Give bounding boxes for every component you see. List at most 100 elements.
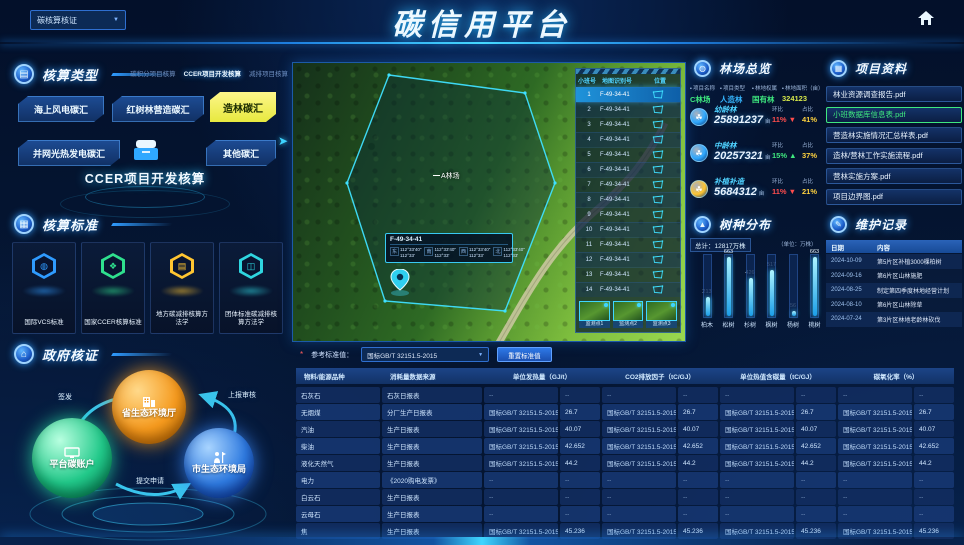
standard-select[interactable]: 国标GB/T 32151.5-2015 ▼ xyxy=(361,347,490,362)
docs-title: 项目资料 xyxy=(855,62,908,76)
value-cell: 26.7 xyxy=(678,404,718,420)
empty-value: -- xyxy=(725,510,730,518)
type-button[interactable]: 造林碳汇 xyxy=(210,92,276,122)
standard-dropdown-cell: -- xyxy=(838,387,912,403)
empty-value: -- xyxy=(725,391,730,399)
plot-list-row[interactable]: 14 F-49-34-41 xyxy=(576,282,680,297)
camera-thumb[interactable]: 监测点3 xyxy=(646,301,678,328)
standard-dropdown-cell[interactable]: 国标GB/T 32151.5-2015... xyxy=(484,421,558,437)
coord-value: 112°33'40" 112°33' xyxy=(469,247,490,259)
standard-dropdown-cell[interactable]: 国标GB/T 32151.5-2015...▼ xyxy=(838,404,912,420)
empty-value: -- xyxy=(607,510,612,518)
standard-dropdown-cell[interactable]: 国标GB/T 32151.5-2015... xyxy=(720,455,794,471)
maintenance-text: 第6片区山林除草 xyxy=(877,303,923,310)
standard-text: 国标GB/T 32151.5-2015... xyxy=(725,461,794,468)
meta-value: C林场 xyxy=(690,95,711,104)
standard-dropdown-cell[interactable]: 国标GB/T 32151.5-2015... xyxy=(602,523,676,539)
pdf-file-item[interactable]: 林业资源调查报告.pdf xyxy=(826,86,962,102)
page-title: 碳信用平台 xyxy=(392,9,572,42)
coord-dir: 南 xyxy=(424,247,434,256)
module-select[interactable]: 碳核算核证 ▼ xyxy=(30,10,126,30)
value-text: 26.7 xyxy=(801,408,814,416)
standard-card[interactable]: ◫ 团体标准碳减排核算方法学 xyxy=(219,242,283,334)
plot-list-row[interactable]: 4 F-49-34-41 xyxy=(576,132,680,147)
meta-value: 人造林 xyxy=(720,95,743,104)
value-cell: 45.236 xyxy=(560,523,600,539)
types-tab[interactable]: 碳积分项目核算 xyxy=(130,71,176,78)
polygon-icon xyxy=(652,239,680,251)
plot-list-row[interactable]: 13 F-49-34-41 xyxy=(576,267,680,282)
type-button[interactable]: 红树林营造碳汇 xyxy=(112,96,204,122)
coord-line: 112°33' xyxy=(468,252,484,258)
empty-value: -- xyxy=(607,476,612,484)
plot-list-row[interactable]: 7 F-49-34-41 xyxy=(576,177,680,192)
pdf-file-item[interactable]: 营林实施方案.pdf xyxy=(826,168,962,184)
standard-dropdown-cell[interactable]: 国标GB/T 32151.5-2015... xyxy=(484,455,558,471)
plot-number: 5 xyxy=(587,152,591,158)
plot-list-row[interactable]: 5 F-49-34-41 xyxy=(576,147,680,162)
plot-list-row[interactable]: 6 F-49-34-41 xyxy=(576,162,680,177)
table-row: 石灰石 石灰日报表 -- -- -- -- -- -- -- -- xyxy=(296,387,954,403)
standard-dropdown-cell[interactable]: 国标GB/T 32151.5-2015... xyxy=(602,455,676,471)
standard-dropdown-cell[interactable]: 国标GB/T 32151.5-2015... xyxy=(838,421,912,437)
standard-dropdown-cell[interactable]: 国标GB/T 32151.5-2015... xyxy=(720,438,794,454)
plot-list-row[interactable]: 10 F-49-34-41 xyxy=(576,222,680,237)
plot-list-row[interactable]: 8 F-49-34-41 xyxy=(576,192,680,207)
standard-dropdown-cell[interactable]: 国标GB/T 32151.5-2015... xyxy=(838,455,912,471)
value-cell: -- xyxy=(914,387,954,403)
stat-label: 补植补造 xyxy=(714,177,744,186)
standard-dropdown-cell[interactable]: 国标GB/T 32151.5-2015... xyxy=(838,523,912,539)
forest-map[interactable]: A林场 F-49-34-41 东 112°33'40" 112°33' 南 112°33… xyxy=(292,62,686,342)
gov-node-platform[interactable]: 平台碳账户 xyxy=(32,418,112,498)
plot-list-row[interactable]: 2 F-49-34-41 xyxy=(576,102,680,117)
pdf-file-item[interactable]: 营造林实施情况汇总样表.pdf xyxy=(826,127,962,143)
header-deco xyxy=(111,222,173,226)
value-cell: 45.236 xyxy=(678,523,718,539)
value-cell: -- xyxy=(678,506,718,522)
bar-track xyxy=(702,254,712,318)
gov-node-city[interactable]: 市生态环境局 xyxy=(184,428,254,498)
camera-thumb-label: 监测点2 xyxy=(612,321,644,328)
plot-list-row[interactable]: 12 F-49-34-41 xyxy=(576,252,680,267)
home-button[interactable] xyxy=(914,8,938,28)
plot-list-row[interactable]: 9 F-49-34-41 xyxy=(576,207,680,222)
standard-dropdown-cell[interactable]: 国标GB/T 32151.5-2015... xyxy=(838,438,912,454)
plot-list-row[interactable]: 3 F-49-34-41 xyxy=(576,117,680,132)
camera-thumb[interactable]: 监测点1 xyxy=(579,301,610,328)
types-tab[interactable]: 减排项目核算 xyxy=(249,71,288,78)
share-label: 占比 xyxy=(802,143,814,149)
plot-polygon xyxy=(346,74,556,312)
plot-list-row[interactable]: 1 F-49-34-41 xyxy=(576,87,680,102)
ccer-hub-label[interactable]: CCER项目开发核算 xyxy=(84,172,206,186)
types-tab[interactable]: CCER项目开发核算 xyxy=(183,71,241,78)
gov-node-province[interactable]: 省生态环境厅 xyxy=(112,370,186,444)
empty-value: -- xyxy=(919,391,924,399)
standard-dropdown-cell[interactable]: 国标GB/T 32151.5-2015...▼ xyxy=(602,404,676,420)
standard-dropdown-cell[interactable]: 国标GB/T 32151.5-2015... xyxy=(720,421,794,437)
standard-dropdown-cell[interactable]: 国标GB/T 32151.5-2015... xyxy=(602,438,676,454)
plot-list-header: 小班号 地图识别号 位置 xyxy=(576,74,680,87)
type-button[interactable]: 并网光热发电碳汇 xyxy=(18,140,120,166)
standard-dropdown-cell[interactable]: 国标GB/T 32151.5-2015... xyxy=(720,523,794,539)
type-button[interactable]: 其他碳汇 xyxy=(206,140,276,166)
reset-standard-button[interactable]: 重置标准值 xyxy=(497,347,552,362)
pdf-file-item[interactable]: 造林/营林工作实施流程.pdf xyxy=(826,147,962,164)
species-panel-header: ▲ 树种分布 xyxy=(694,216,771,233)
camera-thumb[interactable]: 监测点2 xyxy=(612,301,644,328)
standard-dropdown-cell[interactable]: 国标GB/T 32151.5-2015...▼ xyxy=(484,404,558,420)
standard-dropdown-cell[interactable]: 国标GB/T 32151.5-2015... xyxy=(484,523,558,539)
standard-text: 国标GB/T 32151.5-2015... xyxy=(843,427,912,434)
pdf-file-item[interactable]: 项目边界图.pdf xyxy=(826,188,962,205)
standard-dropdown-cell[interactable]: 国标GB/T 32151.5-2015... xyxy=(484,438,558,454)
value-cell: 40.07 xyxy=(796,421,836,437)
standard-card[interactable]: ▤ 地方碳减排核算方法学 xyxy=(150,242,214,334)
pdf-file-item[interactable]: 小班数据库信息表.pdf xyxy=(826,106,962,123)
plot-list-row[interactable]: 11 F-49-34-41 xyxy=(576,237,680,252)
stat-label: 幼龄林 xyxy=(714,105,737,114)
empty-value: -- xyxy=(565,391,570,399)
standard-dropdown-cell[interactable]: 国标GB/T 32151.5-2015... xyxy=(602,421,676,437)
standard-dropdown-cell[interactable]: 国标GB/T 32151.5-2015...▼ xyxy=(720,404,794,420)
standard-card[interactable]: ◍ 国际VCS标准 xyxy=(12,242,76,334)
standard-card[interactable]: ❖ 国家CCER核算标准 xyxy=(81,242,145,334)
type-button[interactable]: 海上风电碳汇 xyxy=(18,96,104,122)
